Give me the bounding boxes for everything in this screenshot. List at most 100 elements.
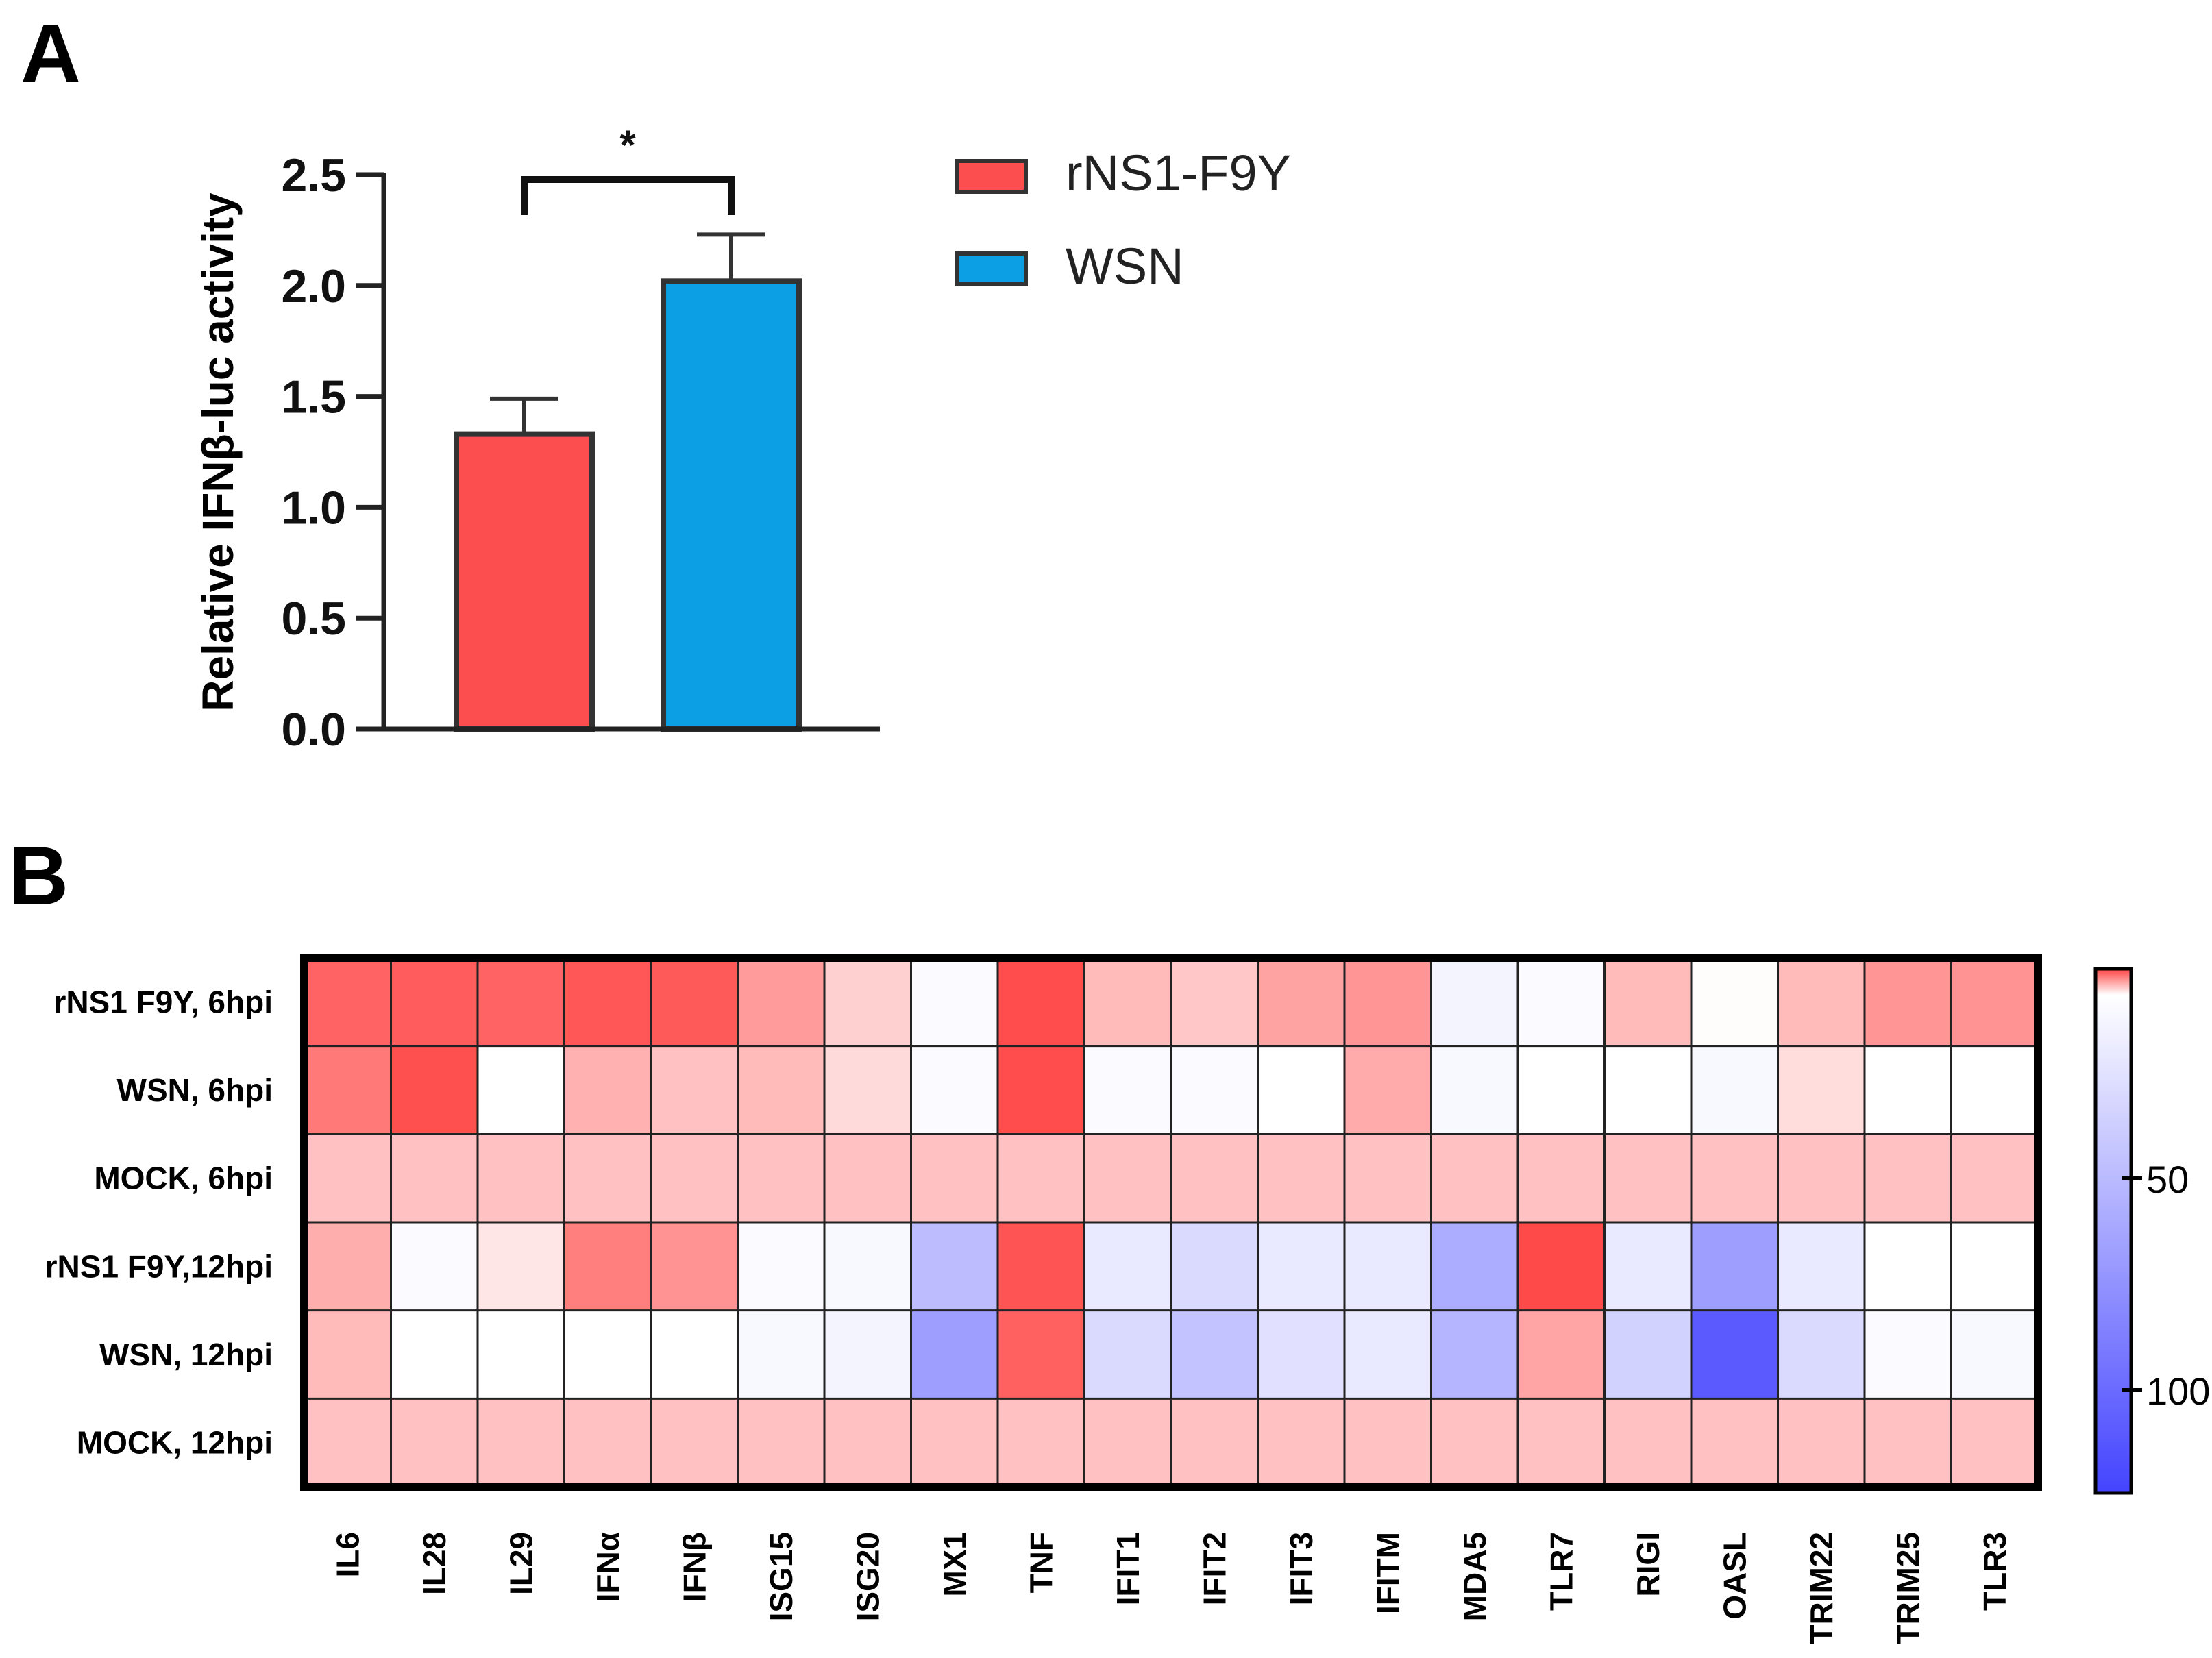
heatmap-cell-mock-12hpi-trim22 xyxy=(1778,1398,1865,1487)
heatmap-cell-wsn-6hpi-mda5 xyxy=(1431,1045,1519,1135)
colorbar-tick-50: 50 xyxy=(2146,1158,2189,1201)
bar-y-axis-label: Relative IFNβ-luc activity xyxy=(193,193,243,712)
heatmap-row-label: MOCK, 6hpi xyxy=(94,1161,273,1196)
heatmap-column-label: TLR3 xyxy=(1977,1532,2013,1611)
heatmap-cell-mock-12hpi-isg20 xyxy=(824,1398,911,1487)
heatmap-cell-rns1-f9y-6hpi-isg15 xyxy=(737,958,825,1047)
heatmap-cell-mock-6hpi-il6 xyxy=(304,1134,391,1223)
heatmap-cell-rns1-f9y-6hpi-mx1 xyxy=(911,958,998,1047)
panel-b-label: B xyxy=(8,829,69,922)
heatmap-cell-rns1-f9y-6hpi-mda5 xyxy=(1431,958,1519,1047)
heatmap-cell-mock-6hpi-trim25 xyxy=(1865,1134,1952,1223)
heatmap-cell-rns1-f9y-6hpi-trim25 xyxy=(1865,958,1952,1047)
bar-y-tick-label: 1.5 xyxy=(281,371,346,423)
heatmap-cell-wsn-6hpi-isg15 xyxy=(737,1045,825,1135)
heatmap-cell-wsn-6hpi-ifitm xyxy=(1344,1045,1431,1135)
heatmap-cell-wsn-12hpi-mda5 xyxy=(1431,1310,1519,1399)
heatmap-cell-mock-12hpi-rigi xyxy=(1604,1398,1692,1487)
heatmap-column-label: RIGI xyxy=(1630,1532,1666,1597)
heatmap-cell-mock-12hpi-ifn xyxy=(651,1398,738,1487)
heatmap-cell-wsn-12hpi-ifn xyxy=(651,1310,738,1399)
heatmap-cell-mock-6hpi-mda5 xyxy=(1431,1134,1519,1223)
heatmap-cell-wsn-6hpi-trim22 xyxy=(1778,1045,1865,1135)
heatmap-cell-rns1-f9y-12hpi-isg20 xyxy=(824,1222,911,1311)
heatmap-cell-rns1-f9y-6hpi-il28 xyxy=(391,958,478,1047)
heatmap-cell-wsn-6hpi-trim25 xyxy=(1865,1045,1952,1135)
heatmap-cell-wsn-6hpi-isg20 xyxy=(824,1045,911,1135)
legend-label-wsn: WSN xyxy=(1066,238,1184,295)
legend-swatch-rns1-f9y xyxy=(955,159,1028,194)
bar-rns1-f9y xyxy=(454,431,595,732)
heatmap-row-label: WSN, 12hpi xyxy=(99,1337,273,1372)
heatmap-column-label: IL29 xyxy=(503,1532,539,1595)
heatmap-cell-rns1-f9y-12hpi-ifit3 xyxy=(1257,1222,1345,1311)
heatmap-cell-mock-6hpi-isg15 xyxy=(737,1134,825,1223)
heatmap-cell-rns1-f9y-12hpi-ifitm xyxy=(1344,1222,1431,1311)
heatmap-cell-rns1-f9y-12hpi-rigi xyxy=(1604,1222,1692,1311)
heatmap-cell-rns1-f9y-6hpi-rigi xyxy=(1604,958,1692,1047)
heatmap-cell-wsn-12hpi-il28 xyxy=(391,1310,478,1399)
heatmap-grid xyxy=(304,958,2038,1487)
heatmap-cell-mock-12hpi-il6 xyxy=(304,1398,391,1487)
heatmap-column-label: IFITM xyxy=(1370,1532,1405,1614)
heatmap-cell-rns1-f9y-12hpi-il28 xyxy=(391,1222,478,1311)
heatmap-row-label: MOCK, 12hpi xyxy=(77,1425,273,1461)
heatmap-cell-rns1-f9y-6hpi-ifn xyxy=(564,958,652,1047)
heatmap-cell-rns1-f9y-6hpi-il6 xyxy=(304,958,391,1047)
heatmap-row-labels: rNS1 F9Y, 6hpi WSN, 6hpi MOCK, 6hpi rNS1 F9… xyxy=(45,984,273,1460)
heatmap-cell-wsn-6hpi-tlr7 xyxy=(1518,1045,1605,1135)
heatmap-column-label: ISG20 xyxy=(850,1532,885,1621)
heatmap-cell-mock-6hpi-ifn xyxy=(564,1134,652,1223)
heatmap-cell-rns1-f9y-12hpi-ifit2 xyxy=(1171,1222,1258,1311)
heatmap-cell-rns1-f9y-6hpi-tlr7 xyxy=(1518,958,1605,1047)
heatmap-cell-wsn-12hpi-il6 xyxy=(304,1310,391,1399)
heatmap-column-label: MX1 xyxy=(937,1532,972,1597)
heatmap-column-label: IFIT2 xyxy=(1196,1532,1232,1605)
heatmap-cell-mock-12hpi-tlr7 xyxy=(1518,1398,1605,1487)
heatmap-cell-wsn-12hpi-isg20 xyxy=(824,1310,911,1399)
heatmap-cell-rns1-f9y-6hpi-ifit3 xyxy=(1257,958,1345,1047)
heatmap-cell-wsn-6hpi-mx1 xyxy=(911,1045,998,1135)
heatmap-cell-wsn-12hpi-rigi xyxy=(1604,1310,1692,1399)
heatmap-cell-wsn-6hpi-il29 xyxy=(478,1045,565,1135)
heatmap-cell-rns1-f9y-6hpi-ifit2 xyxy=(1171,958,1258,1047)
bar-wsn xyxy=(661,278,802,732)
heatmap-cell-rns1-f9y-6hpi-tnf xyxy=(998,958,1085,1047)
heatmap-cell-mock-6hpi-tnf xyxy=(998,1134,1085,1223)
legend-item-wsn: WSN xyxy=(955,238,1184,295)
heatmap-cell-mock-6hpi-isg20 xyxy=(824,1134,911,1223)
heatmap-cell-wsn-12hpi-isg15 xyxy=(737,1310,825,1399)
heatmap-cells xyxy=(304,958,2039,1487)
heatmap-cell-rns1-f9y-6hpi-isg20 xyxy=(824,958,911,1047)
heatmap-cell-wsn-6hpi-tlr3 xyxy=(1951,1045,2039,1135)
heatmap-cell-wsn-6hpi-il6 xyxy=(304,1045,391,1135)
heatmap-cell-rns1-f9y-12hpi-trim22 xyxy=(1778,1222,1865,1311)
heatmap-cell-rns1-f9y-12hpi-ifit1 xyxy=(1084,1222,1172,1311)
heatmap-cell-mock-6hpi-mx1 xyxy=(911,1134,998,1223)
heatmap-cell-wsn-12hpi-trim22 xyxy=(1778,1310,1865,1399)
heatmap-cell-mock-6hpi-tlr3 xyxy=(1951,1134,2039,1223)
heatmap-cell-wsn-6hpi-rigi xyxy=(1604,1045,1692,1135)
heatmap-cell-rns1-f9y-12hpi-oasl xyxy=(1691,1222,1778,1311)
heatmap-column-label: TNF xyxy=(1023,1532,1059,1593)
heatmap-cell-rns1-f9y-12hpi-mx1 xyxy=(911,1222,998,1311)
heatmap-cell-rns1-f9y-12hpi-tlr7 xyxy=(1518,1222,1605,1311)
heatmap-cell-wsn-6hpi-il28 xyxy=(391,1045,478,1135)
heatmap-cell-rns1-f9y-12hpi-isg15 xyxy=(737,1222,825,1311)
heatmap-cell-mock-12hpi-tnf xyxy=(998,1398,1085,1487)
heatmap-cell-wsn-6hpi-ifit3 xyxy=(1257,1045,1345,1135)
bar-y-tick-label: 1.0 xyxy=(281,482,346,534)
heatmap-cell-mock-6hpi-il29 xyxy=(478,1134,565,1223)
heatmap-cell-wsn-12hpi-tlr3 xyxy=(1951,1310,2039,1399)
heatmap-cell-wsn-6hpi-ifn xyxy=(564,1045,652,1135)
panel-a-label: A xyxy=(21,7,81,100)
heatmap-cell-mock-6hpi-rigi xyxy=(1604,1134,1692,1223)
heatmap-cell-rns1-f9y-6hpi-trim22 xyxy=(1778,958,1865,1047)
heatmap-cell-rns1-f9y-12hpi-ifn xyxy=(564,1222,652,1311)
heatmap-cell-mock-12hpi-tlr3 xyxy=(1951,1398,2039,1487)
heatmap-column-label: IL28 xyxy=(417,1532,452,1595)
heatmap-column-label: IFNβ xyxy=(676,1532,712,1602)
bar-bars xyxy=(454,232,802,732)
heatmap-row-label: rNS1 F9Y, 6hpi xyxy=(53,984,273,1019)
